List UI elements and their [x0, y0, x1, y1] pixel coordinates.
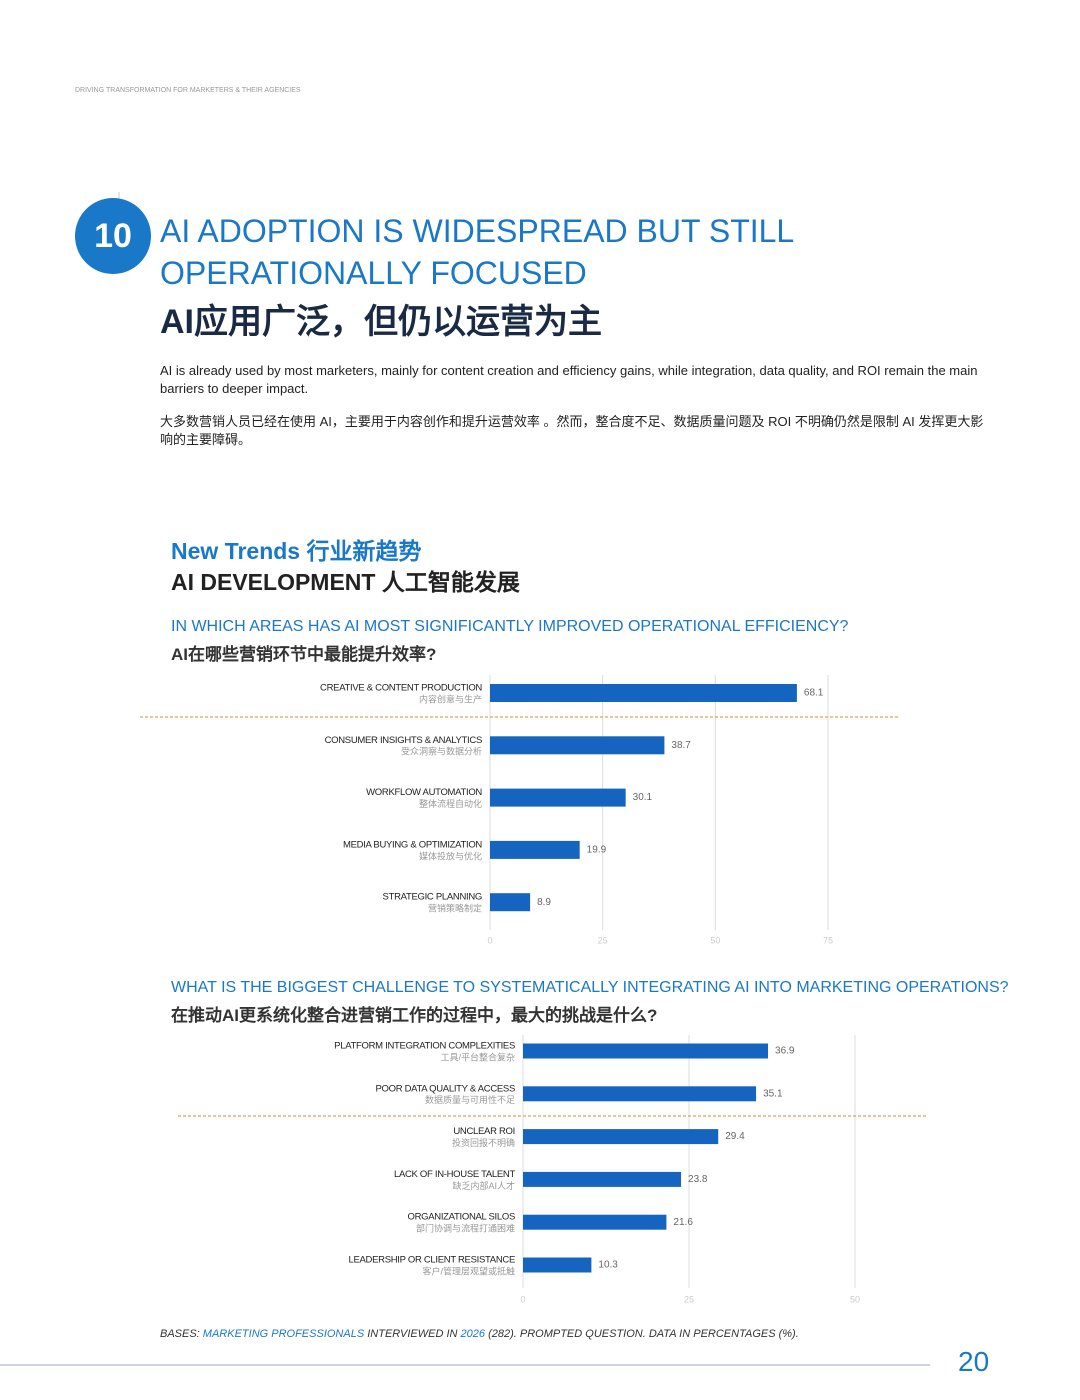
- footer-bases: BASES: MARKETING PROFESSIONALS INTERVIEW…: [160, 1328, 799, 1340]
- bar: [490, 736, 665, 755]
- topic-zh: 人工智能发展: [381, 569, 520, 595]
- footer-text: INTERVIEWED IN: [364, 1328, 461, 1340]
- value-label: 8.9: [537, 897, 551, 908]
- section-title: AI ADOPTION IS WIDESPREAD BUT STILL OPER…: [160, 210, 794, 294]
- category-label: CONSUMER INSIGHTS & ANALYTICS: [325, 735, 482, 746]
- x-tick-label: 25: [598, 935, 608, 945]
- category-label: PLATFORM INTEGRATION COMPLEXITIES: [334, 1041, 515, 1052]
- category-label: CREATIVE & CONTENT PRODUCTION: [320, 683, 482, 694]
- x-tick-label: 50: [710, 935, 720, 945]
- category-label-zh: 缺乏内部AI人才: [452, 1180, 515, 1191]
- bar: [490, 788, 626, 807]
- bar: [523, 1257, 592, 1273]
- bar: [523, 1171, 682, 1187]
- footer-text: (282). PROMPTED QUESTION. DATA IN PERCEN…: [485, 1328, 799, 1340]
- bar: [523, 1214, 667, 1230]
- category-label-zh: 受众洞察与数据分析: [401, 746, 482, 757]
- x-tick-label: 25: [684, 1294, 694, 1304]
- category-label: LEADERSHIP OR CLIENT RESISTANCE: [349, 1255, 516, 1266]
- value-label: 21.6: [673, 1217, 693, 1228]
- running-title: DRIVING TRANSFORMATION FOR MARKETERS & T…: [75, 87, 301, 94]
- bar: [523, 1086, 757, 1102]
- category-label-zh: 部门协调与流程打通困难: [416, 1223, 515, 1234]
- value-label: 30.1: [633, 792, 653, 803]
- category-label-zh: 投资回报不明确: [452, 1137, 515, 1148]
- category-label-zh: 媒体投放与优化: [419, 850, 482, 861]
- value-label: 36.9: [775, 1046, 795, 1057]
- bar: [523, 1129, 719, 1145]
- category-label-zh: 营销策略制定: [428, 903, 482, 914]
- chart-subtitle: AI在哪些营销环节中最能提升效率?: [171, 645, 437, 664]
- category-label: STRATEGIC PLANNING: [383, 892, 482, 903]
- x-tick-label: 75: [823, 935, 833, 945]
- x-tick-label: 0: [487, 935, 492, 945]
- footer-text: 2026: [460, 1328, 486, 1340]
- page-number: 20: [958, 1346, 990, 1377]
- category-label-zh: 整体流程自动化: [419, 798, 482, 809]
- topic-en: AI DEVELOPMENT: [171, 569, 376, 595]
- chart-subtitle: 在推动AI更系统化整合进营销工作的过程中，最大的挑战是什么?: [171, 1006, 658, 1025]
- trends-zh: 行业新趋势: [306, 538, 422, 564]
- category-label: MEDIA BUYING & OPTIMIZATION: [343, 839, 482, 850]
- value-label: 23.8: [688, 1174, 708, 1185]
- chart-title: IN WHICH AREAS HAS AI MOST SIGNIFICANTLY…: [171, 618, 849, 635]
- value-label: 38.7: [671, 740, 691, 751]
- title-line: AI ADOPTION IS WIDESPREAD BUT STILL: [160, 213, 795, 249]
- value-label: 19.9: [587, 845, 607, 856]
- x-tick-label: 50: [850, 1294, 860, 1304]
- bar: [490, 840, 580, 859]
- intro-zh: 大多数营销人员已经在使用 AI，主要用于内容创作和提升运营效率 。然而，整合度不…: [160, 414, 984, 447]
- category-label: WORKFLOW AUTOMATION: [366, 787, 482, 798]
- category-label: LACK OF IN-HOUSE TALENT: [394, 1169, 516, 1180]
- section-title-zh: AI应用广泛，但仍以运营为主: [160, 303, 602, 341]
- bar: [490, 684, 797, 702]
- category-label: ORGANIZATIONAL SILOS: [408, 1212, 516, 1223]
- category-label-zh: 客户/管理层观望或抵触: [422, 1265, 515, 1276]
- intro-en: AI is already used by most marketers, ma…: [160, 363, 978, 396]
- topic-label: AI DEVELOPMENT 人工智能发展: [171, 563, 520, 597]
- category-label-zh: 数据质量与可用性不足: [425, 1094, 515, 1105]
- value-label: 68.1: [804, 688, 824, 699]
- value-label: 10.3: [598, 1260, 618, 1271]
- category-label: POOR DATA QUALITY & ACCESS: [376, 1083, 516, 1094]
- bar: [523, 1043, 769, 1059]
- category-label: UNCLEAR ROI: [453, 1126, 515, 1137]
- chart-title: WHAT IS THE BIGGEST CHALLENGE TO SYSTEMA…: [171, 979, 1009, 996]
- category-label-zh: 工具/平台整合复杂: [440, 1051, 515, 1062]
- badge: [75, 198, 151, 274]
- value-label: 35.1: [763, 1088, 783, 1099]
- footer-text: BASES:: [160, 1328, 203, 1340]
- value-label: 29.4: [725, 1131, 745, 1142]
- badge-number: 10: [94, 217, 132, 255]
- trends-en: New Trends: [171, 538, 301, 564]
- trends-label: New Trends 行业新趋势: [171, 532, 422, 566]
- category-label-zh: 内容创意与生产: [419, 693, 482, 704]
- footer-text: MARKETING PROFESSIONALS: [202, 1328, 365, 1340]
- title-line: OPERATIONALLY FOCUSED: [160, 255, 587, 291]
- bar: [490, 893, 531, 912]
- x-tick-label: 0: [520, 1294, 525, 1304]
